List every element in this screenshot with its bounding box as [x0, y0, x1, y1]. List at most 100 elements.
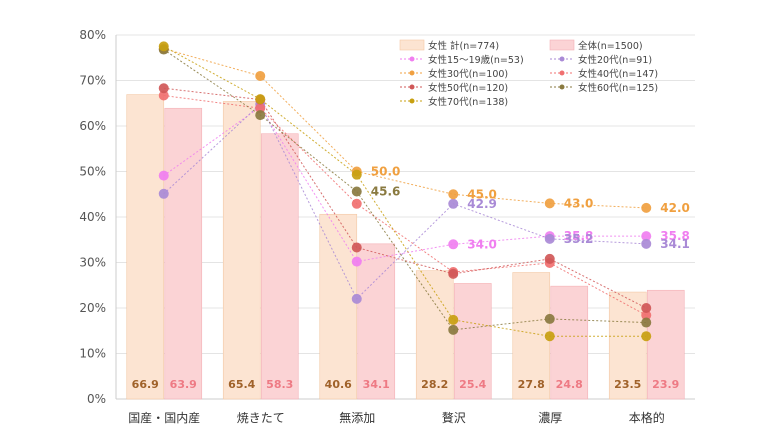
legend-label: 女性15～19歳(n=53): [428, 54, 524, 66]
data-point: [158, 170, 169, 181]
point-value-label: 43.0: [564, 196, 594, 210]
bar-labels: 66.9 65.4 40.6 28.2 27.8 23.5 63.9 58.3 34.1 25.4…: [132, 378, 680, 391]
series-line: [163, 48, 647, 209]
point-annotations: 34.0 35.8 35.8 42.9 35.2 34.1 50.0 45.0 43.0 42.0…: [371, 165, 690, 252]
legend-label: 女性20代(n=91): [578, 54, 652, 66]
series-line: [163, 103, 647, 300]
y-tick-label: 80%: [79, 28, 106, 42]
legend-marker: [409, 98, 415, 104]
legend-label: 女性70代(n=138): [428, 96, 508, 108]
point-value-label: 35.8: [564, 229, 594, 243]
point-value-label: 45.6: [371, 185, 401, 199]
y-tick-label: 50%: [79, 165, 106, 179]
data-point: [158, 41, 169, 52]
y-tick-label: 60%: [79, 119, 106, 133]
bar-value-label: 58.3: [266, 378, 293, 391]
y-tick-label: 70%: [79, 74, 106, 88]
data-point: [544, 253, 555, 264]
data-point: [641, 202, 652, 213]
data-point: [448, 198, 459, 209]
data-point: [641, 303, 652, 313]
data-point: [255, 94, 266, 105]
bar: [319, 213, 358, 400]
point-value-label: 34.0: [467, 237, 497, 251]
data-point: [544, 313, 555, 324]
data-point: [448, 189, 459, 200]
bar-value-label: 65.4: [228, 378, 255, 391]
bar: [646, 289, 685, 400]
x-category-label: 国産・国内産: [128, 410, 200, 425]
y-tick-label: 20%: [79, 301, 106, 315]
data-point: [448, 324, 459, 335]
x-category-label: 濃厚: [538, 411, 562, 425]
data-point: [158, 83, 169, 94]
data-point: [158, 188, 169, 199]
legend-marker: [559, 84, 565, 90]
bar-value-label: 27.8: [518, 378, 545, 391]
y-axis: 0% 10% 20% 30% 40% 50% 60% 70% 80%: [79, 28, 695, 406]
legend-label: 女性 計(n=774): [428, 40, 499, 52]
data-point: [641, 238, 652, 249]
data-point: [641, 231, 652, 242]
bar-value-label: 34.1: [363, 378, 390, 391]
grid-lines: [116, 34, 695, 400]
legend-swatch: [399, 39, 425, 51]
y-tick-label: 30%: [79, 256, 106, 270]
bar: [126, 94, 165, 400]
bar-value-label: 25.4: [459, 378, 486, 391]
data-point: [544, 233, 555, 244]
series-line: [163, 49, 647, 331]
data-point: [544, 198, 555, 209]
bar-value-label: 23.5: [614, 378, 641, 391]
bar-value-label: 23.9: [652, 378, 679, 391]
point-value-label: 34.1: [660, 237, 690, 251]
data-point: [351, 186, 362, 197]
legend-label: 女性60代(n=125): [578, 82, 658, 94]
legend-label: 女性30代(n=100): [428, 68, 508, 80]
bar-value-label: 24.8: [556, 378, 583, 391]
legend: 女性 計(n=774) 全体(n=1500) 女性15～19歳(n=53) 女性20代…: [399, 39, 658, 108]
point-value-label: 50.0: [371, 165, 401, 179]
data-point: [351, 256, 362, 267]
series-line: [163, 106, 647, 263]
bar: [260, 133, 299, 400]
legend-marker: [409, 56, 415, 62]
bar-value-label: 63.9: [170, 378, 197, 391]
line-points: [158, 41, 652, 342]
data-point: [351, 242, 362, 253]
bars: [126, 94, 685, 400]
legend-marker: [559, 70, 565, 76]
bar: [357, 243, 396, 400]
data-point: [448, 239, 459, 250]
data-point: [641, 331, 652, 342]
data-point: [351, 169, 362, 180]
data-point: [255, 70, 266, 81]
point-value-label: 42.9: [467, 197, 497, 211]
legend-swatch: [549, 39, 575, 51]
data-point: [448, 314, 459, 325]
point-value-label: 45.0: [467, 187, 497, 201]
x-category-label: 本格的: [629, 410, 665, 425]
data-point: [351, 293, 362, 304]
x-category-label: 無添加: [339, 410, 375, 425]
bar: [164, 107, 203, 400]
legend-marker: [559, 56, 565, 62]
y-tick-label: 10%: [79, 347, 106, 361]
point-value-label: 35.2: [564, 232, 594, 246]
line-series: [163, 45, 647, 337]
point-value-label: 42.0: [660, 201, 690, 215]
series-line: [163, 45, 647, 337]
data-point: [351, 198, 362, 209]
x-axis: 国産・国内産 焼きたて 無添加 贅沢 濃厚 本格的: [128, 410, 665, 425]
data-point: [448, 268, 459, 279]
x-category-label: 焼きたて: [237, 411, 285, 425]
bar-value-label: 66.9: [132, 378, 159, 391]
data-point: [641, 317, 652, 328]
y-tick-label: 40%: [79, 210, 106, 224]
legend-label: 女性50代(n=120): [428, 82, 508, 94]
bar-value-label: 40.6: [325, 378, 352, 391]
data-point: [544, 331, 555, 342]
point-value-label: 35.8: [660, 229, 690, 243]
data-point: [641, 310, 652, 321]
